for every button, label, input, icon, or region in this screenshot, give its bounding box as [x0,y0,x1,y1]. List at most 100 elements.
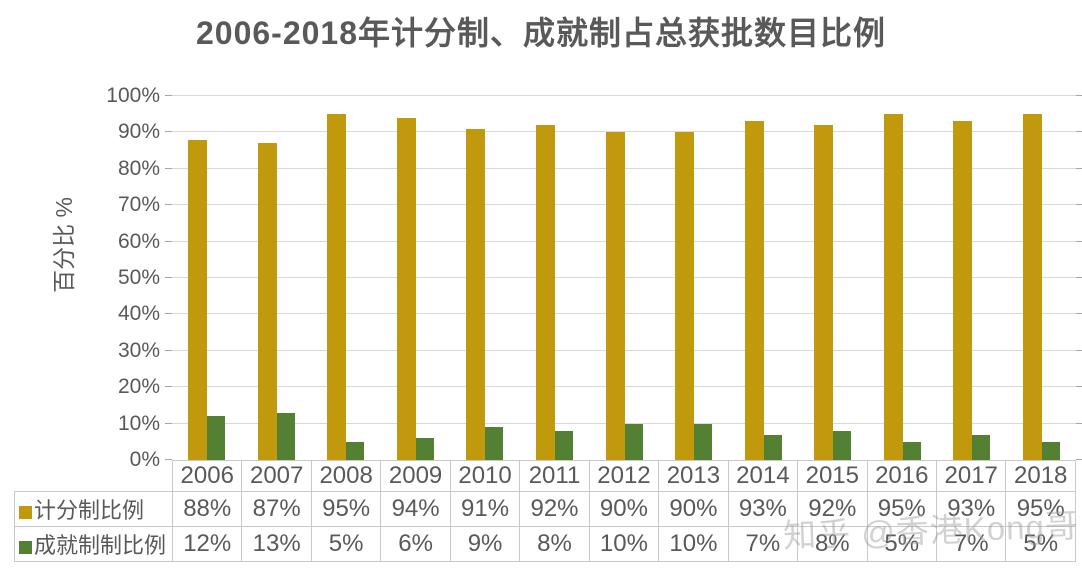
chart-data-table: 2006 2007 2008 2009 2010 2011 2012 2013 2014 2015… [14,460,1076,562]
bar-计分制比例-2013 [675,132,695,460]
value-cell: 5% [310,526,382,562]
axis-tick-right [1076,386,1082,388]
y-tick-label: 10% [117,411,160,435]
legend-swatch-icon [19,506,32,519]
axis-tick-left [165,167,172,169]
y-tick-label: 0% [129,448,160,471]
year-cell: 2009 [380,460,451,492]
axis-tick-right [1076,422,1082,424]
axis-tick-right [1076,349,1082,351]
bar-成就制制比例-2006 [207,416,226,460]
bar-计分制比例-2012 [605,132,625,460]
value-cell: 8% [519,526,590,562]
axis-tick-left [165,422,172,424]
value-cell: 6% [380,526,451,562]
gridline [172,131,1076,133]
bar-计分制比例-2014 [744,121,764,460]
axis-tick-left [165,95,172,96]
chart-title: 2006-2018年计分制、成就制占总获批数目比例 [195,15,887,51]
bar-计分制比例-2008 [327,114,347,460]
y-tick-label: 30% [117,338,160,362]
axis-tick-right [1076,240,1082,242]
axis-tick-right [1076,204,1082,206]
y-tick-label: 100% [106,84,160,107]
bar-成就制制比例-2018 [1041,441,1060,460]
axis-tick-left [165,131,172,133]
value-cell: 92% [797,491,868,527]
series-label-cell: 成就制制比例 [14,526,173,562]
year-cell: 2007 [241,460,312,492]
value-cell: 88% [171,491,243,527]
plot-area [165,95,1082,460]
axis-tick-left [165,349,172,351]
axis-tick-left [165,240,172,242]
y-tick-label: 40% [117,302,160,326]
bar-计分制比例-2018 [1022,114,1042,460]
value-cell: 10% [588,526,660,562]
bar-计分制比例-2009 [396,117,416,460]
series-label-cell: 计分制比例 [14,491,173,527]
y-tick-label: 80% [117,156,160,180]
year-cell: 2017 [935,460,1007,492]
year-cell: 2012 [588,460,660,492]
bar-计分制比例-2007 [257,143,277,460]
axis-tick-right [1076,277,1082,278]
value-cell: 91% [449,491,521,527]
bar-成就制制比例-2009 [415,438,434,460]
axis-tick-right [1076,131,1082,133]
y-tick-label: 50% [117,266,160,289]
value-cell: 95% [866,491,937,527]
bar-成就制制比例-2007 [276,412,295,460]
year-cell: 2015 [797,460,868,492]
axis-tick-right [1076,313,1082,315]
year-cell: 2014 [727,460,799,492]
value-cell: 93% [727,491,799,527]
y-tick-label: 60% [117,229,160,253]
table-corner-cell [15,461,173,492]
axis-tick-right [1076,95,1082,96]
year-cell: 2010 [449,460,521,492]
gridline [172,95,1076,96]
year-cell: 2006 [171,460,243,492]
bar-成就制制比例-2011 [554,430,573,460]
bar-计分制比例-2011 [535,125,555,460]
value-cell: 13% [241,526,312,562]
bar-成就制制比例-2015 [833,430,852,460]
value-cell: 7% [727,526,799,562]
y-tick-label: 70% [117,193,160,217]
year-cell: 2011 [519,460,590,492]
value-cell: 10% [658,526,729,562]
value-cell: 93% [935,491,1007,527]
axis-tick-left [165,459,172,460]
bar-计分制比例-2015 [814,125,834,460]
value-cell: 95% [1005,491,1076,527]
value-cell: 9% [449,526,521,562]
y-tick-label: 20% [117,375,160,399]
axis-tick-left [165,313,172,315]
axis-tick-right [1076,459,1082,460]
axis-tick-left [165,386,172,388]
year-cell: 2016 [866,460,937,492]
axis-tick-left [165,204,172,206]
bar-成就制制比例-2016 [902,441,921,460]
year-cell: 2018 [1005,460,1076,492]
bar-计分制比例-2017 [953,121,973,460]
bar-计分制比例-2016 [883,114,903,460]
value-cell: 5% [1005,526,1076,562]
value-cell: 90% [658,491,729,527]
value-cell: 8% [797,526,868,562]
value-cell: 90% [588,491,660,527]
value-cell: 12% [171,526,243,562]
bar-成就制制比例-2014 [763,434,782,460]
year-cell: 2008 [310,460,382,492]
value-cell: 94% [380,491,451,527]
bar-计分制比例-2006 [188,139,208,460]
year-cell: 2013 [658,460,729,492]
value-cell: 87% [241,491,312,527]
bar-成就制制比例-2012 [624,423,643,460]
bar-成就制制比例-2017 [972,434,991,460]
legend-swatch-icon [19,541,32,554]
value-cell: 7% [935,526,1007,562]
value-cell: 95% [310,491,382,527]
